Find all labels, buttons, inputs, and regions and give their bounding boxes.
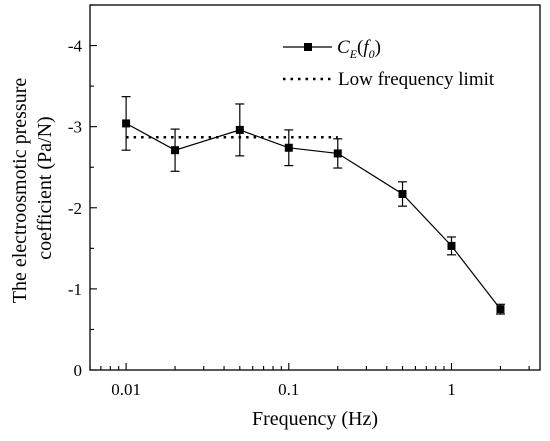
y-tick-label: -3 (68, 118, 82, 137)
data-point (496, 305, 505, 314)
legend-f: f (363, 37, 371, 58)
legend-limit-label: Low frequency limit (338, 69, 495, 90)
y-axis-label-line-1: The electroosmotic pressure (9, 78, 31, 304)
series-line (125, 122, 501, 310)
legend-c-sub: E (349, 47, 358, 61)
legend-series-marker (304, 43, 312, 51)
x-axis: 0.01 0.1 1 (89, 363, 530, 399)
legend: CE(f0) Low frequency limit (283, 37, 495, 90)
plot-frame (89, 4, 541, 371)
data-point (171, 146, 180, 155)
data-point (447, 241, 456, 250)
legend-c: C (337, 37, 350, 58)
data-point (333, 149, 342, 158)
data-point (284, 143, 293, 152)
y-axis: 0 -1 -2 -3 -4 (68, 4, 97, 380)
y-tick-label: -2 (68, 199, 82, 218)
x-axis-label: Frequency (Hz) (252, 408, 378, 430)
data-point (122, 119, 131, 128)
x-tick-label: 1 (447, 380, 456, 399)
y-tick-label: 0 (74, 361, 83, 380)
x-tick-label: 0.01 (111, 380, 141, 399)
y-axis-label-line-2: coefficient (Pa/N) (34, 116, 56, 259)
y-tick-label: -4 (68, 37, 83, 56)
data-point (235, 125, 244, 134)
y-axis-label: The electroosmotic pressure coefficient … (9, 73, 56, 303)
data-point (398, 189, 407, 198)
legend-f-sub: 0 (369, 47, 375, 61)
series-layer (121, 96, 505, 315)
legend-series-label: CE(f0) (337, 37, 381, 61)
y-tick-label: -1 (68, 280, 82, 299)
x-tick-label: 0.1 (278, 380, 299, 399)
